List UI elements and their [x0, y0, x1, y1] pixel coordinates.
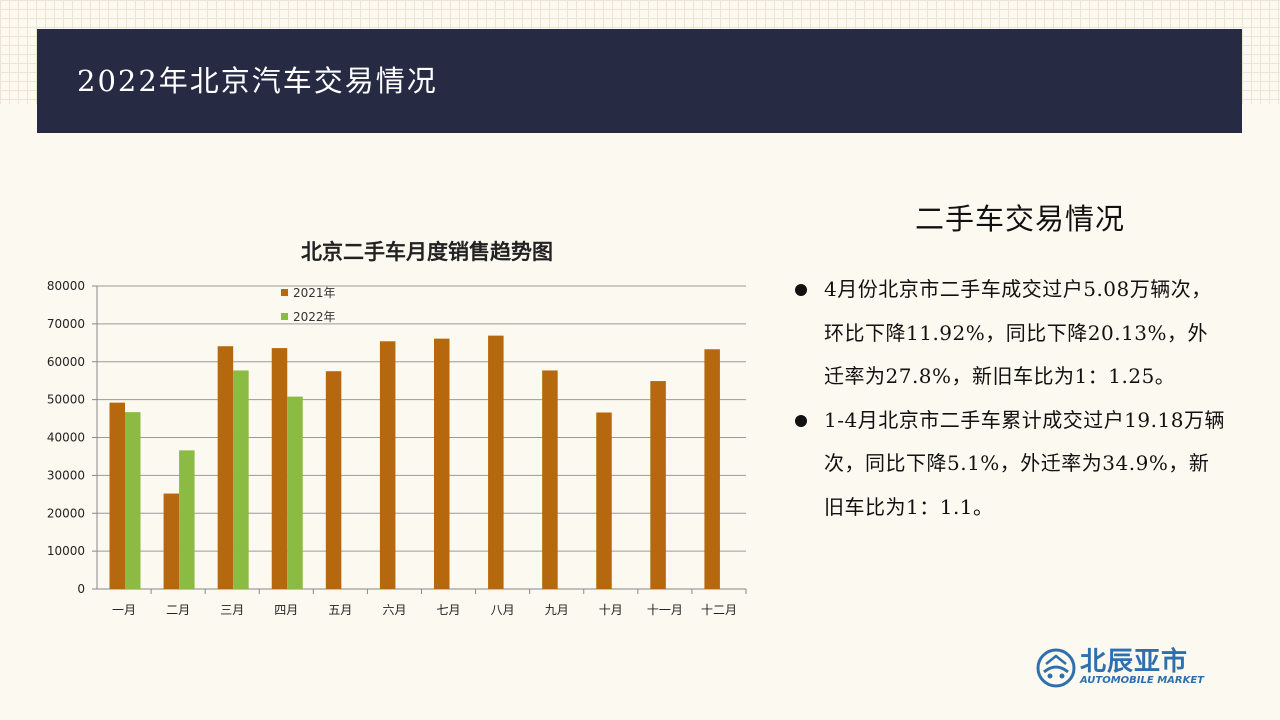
globe-car-icon [1036, 648, 1076, 688]
section-title: 二手车交易情况 [914, 202, 1125, 236]
bar-2021 [325, 371, 342, 589]
bar-2021 [596, 412, 612, 589]
y-tick-label: 20000 [47, 506, 85, 520]
y-tick-label: 40000 [47, 431, 85, 445]
bar-2021 [488, 335, 504, 589]
x-tick-label: 三月 [220, 603, 244, 617]
y-tick-label: 80000 [47, 279, 85, 293]
x-tick-label: 六月 [382, 603, 406, 617]
logo-text-en: AUTOMOBILE MARKET [1080, 675, 1205, 686]
bar-2021 [109, 402, 125, 589]
bullet-text: 1-4月北京市二手车累计成交过户19.18万辆次，同比下降5.1%，外迁率为34… [824, 407, 1225, 519]
x-tick-label: 五月 [328, 603, 352, 617]
bar-2021 [542, 370, 558, 589]
chart-canvas: 0 10000 20000 30000 40000 50000 60000 70000 8000… [47, 279, 747, 617]
bullet-item: 4月份北京市二手车成交过户5.08万辆次，环比下降11.92%，同比下降20.1… [795, 268, 1225, 399]
company-logo: 北辰亚市 AUTOMOBILE MARKET [1036, 646, 1211, 690]
bar-2021 [163, 493, 180, 589]
bar-2021 [271, 348, 288, 589]
y-tick-label: 50000 [47, 393, 85, 407]
chart-legend: 2021年 2022年 [281, 280, 336, 328]
legend-item-2021: 2021年 [281, 280, 336, 304]
y-tick-label: 30000 [47, 468, 85, 482]
bullet-dot-icon [795, 284, 807, 296]
x-tick-label: 十一月 [647, 603, 683, 617]
bar-2021 [217, 346, 234, 589]
legend-label-2021: 2021年 [293, 285, 336, 300]
bar-2022 [125, 412, 141, 589]
bar-2021 [434, 338, 450, 589]
bar-2021 [704, 349, 720, 589]
x-tick-label: 七月 [437, 603, 461, 617]
logo-text-cn: 北辰亚市 [1080, 647, 1189, 677]
bar-2022 [287, 396, 303, 589]
x-tick-label: 九月 [545, 603, 569, 617]
page-title: 2022年北京汽车交易情况 [77, 64, 438, 98]
x-tick-label: 十月 [599, 603, 623, 617]
y-tick-label: 0 [77, 582, 85, 596]
header-bar: 2022年北京汽车交易情况 [37, 29, 1242, 133]
y-tick-label: 70000 [47, 317, 85, 331]
x-tick-label: 四月 [274, 603, 298, 617]
legend-label-2022: 2022年 [293, 309, 336, 324]
legend-item-2022: 2022年 [281, 304, 336, 328]
legend-swatch-2021 [281, 288, 288, 296]
bar-chart: 0 10000 20000 30000 40000 50000 60000 70000 8000… [30, 228, 760, 628]
legend-swatch-2022 [281, 312, 288, 320]
y-tick-label: 60000 [47, 355, 85, 369]
bar-2021 [379, 341, 396, 589]
bullet-dot-icon [795, 414, 807, 427]
bullet-text: 4月份北京市二手车成交过户5.08万辆次，环比下降11.92%，同比下降20.1… [824, 277, 1212, 388]
bullet-list: 4月份北京市二手车成交过户5.08万辆次，环比下降11.92%，同比下降20.1… [795, 268, 1225, 529]
bullet-item: 1-4月北京市二手车累计成交过户19.18万辆次，同比下降5.1%，外迁率为34… [795, 399, 1225, 530]
x-tick-label: 一月 [112, 603, 136, 617]
x-tick-label: 二月 [166, 603, 190, 617]
bar-2022 [179, 450, 195, 589]
chart-title: 北京二手车月度销售趋势图 [301, 240, 553, 264]
x-tick-label: 八月 [491, 603, 515, 617]
content-background [0, 104, 1280, 720]
bar-2022 [233, 370, 249, 589]
bar-2021 [650, 381, 666, 589]
y-tick-label: 10000 [47, 544, 85, 558]
x-tick-label: 十二月 [701, 603, 737, 617]
